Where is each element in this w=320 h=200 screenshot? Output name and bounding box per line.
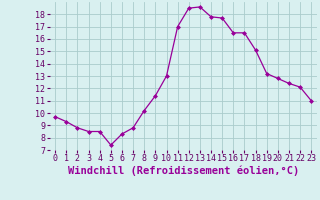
X-axis label: Windchill (Refroidissement éolien,°C): Windchill (Refroidissement éolien,°C) — [68, 166, 299, 176]
